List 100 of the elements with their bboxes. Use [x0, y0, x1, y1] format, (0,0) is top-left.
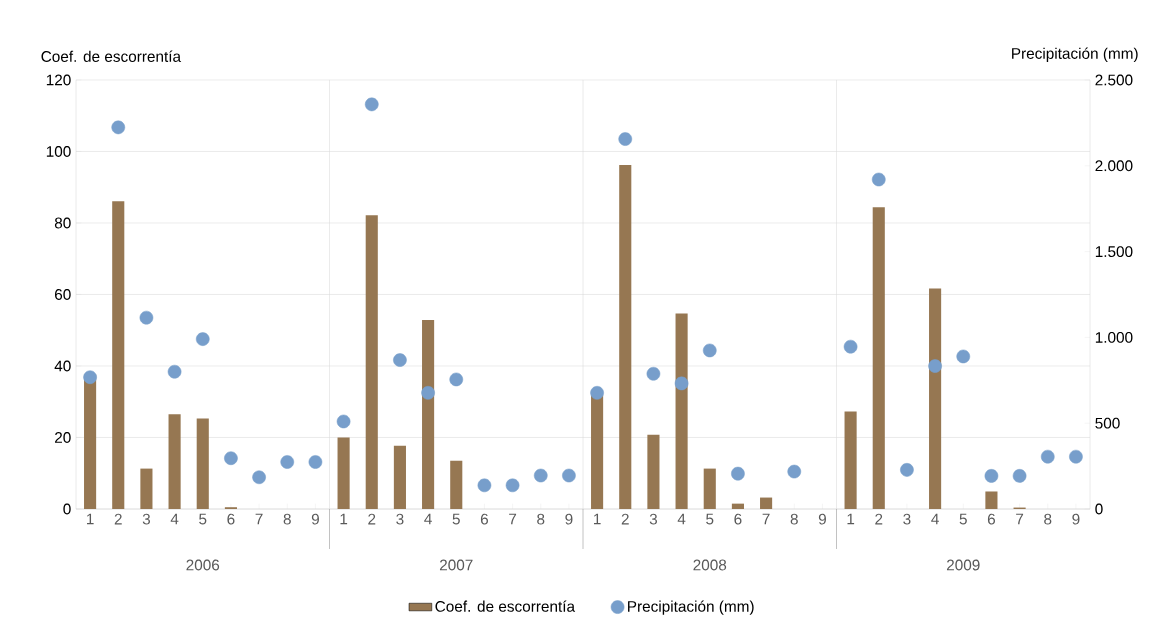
bar: [365, 215, 378, 509]
point: [421, 386, 435, 400]
y-tick-label: 80: [54, 217, 71, 229]
point: [195, 332, 210, 346]
point: [393, 353, 407, 367]
y-tick-label: 60: [55, 289, 71, 300]
bar: [703, 468, 716, 509]
point: [871, 172, 886, 187]
point: [364, 97, 379, 112]
point: [505, 478, 520, 493]
point: [590, 386, 604, 400]
x-tick-label: 9: [311, 513, 319, 525]
y2-tick-label: 1.000: [1095, 331, 1133, 343]
bar: [168, 414, 181, 509]
point: [477, 478, 492, 493]
point: [83, 370, 97, 385]
x-tick-label: 8: [283, 513, 291, 525]
point: [646, 366, 661, 381]
point: [449, 372, 464, 387]
x-tick-label: 3: [903, 513, 911, 525]
bar: [731, 503, 744, 509]
x-tick-label: 3: [396, 513, 404, 525]
bar: [337, 437, 350, 509]
point: [336, 414, 351, 429]
y2-tick-label: 0: [1095, 503, 1103, 515]
y-tick-label: 20: [55, 432, 71, 443]
bar: [619, 165, 632, 509]
bar: [393, 445, 406, 509]
bar: [872, 207, 885, 509]
point: [674, 376, 689, 391]
point: [252, 470, 266, 485]
text: 2009: [946, 559, 980, 571]
y2-tick-label: 2.500: [1095, 74, 1133, 86]
point: [1012, 469, 1027, 483]
x-tick-label: 1: [594, 513, 601, 525]
bar: [450, 460, 463, 509]
point: [900, 463, 914, 477]
x-tick-label: 9: [565, 513, 573, 525]
y2-tick-label: 1.500: [1095, 246, 1133, 258]
bar: [591, 395, 604, 509]
x-tick-label: 6: [227, 513, 235, 525]
point: [928, 359, 942, 373]
x-tick-label: 7: [762, 513, 770, 525]
bar: [196, 418, 209, 509]
x-tick-label: 6: [480, 513, 488, 525]
y2-tick-label: 2.000: [1095, 160, 1133, 172]
point: [111, 120, 126, 135]
point: [843, 339, 858, 354]
x-tick-label: 2: [621, 513, 629, 525]
x-tick-label: 2: [875, 513, 883, 525]
y-axis-title: Coef. de escorrentía: [41, 50, 182, 62]
text: 2008: [693, 559, 727, 571]
point: [224, 451, 238, 466]
x-tick-label: 8: [1044, 513, 1052, 525]
x-tick-label: 3: [649, 513, 657, 525]
point: [731, 466, 745, 481]
x-tick-label: 1: [847, 513, 855, 525]
x-tick-label: 9: [818, 513, 826, 525]
point: [984, 469, 999, 483]
bar: [112, 201, 125, 509]
bar: [647, 434, 660, 509]
x-tick-label: 3: [142, 513, 150, 525]
x-tick-label: 7: [509, 513, 517, 525]
point: [308, 455, 323, 469]
x-tick-label: 4: [170, 513, 179, 525]
bar: [140, 468, 153, 509]
bar: [760, 497, 773, 509]
point: [1040, 449, 1055, 464]
point: [533, 468, 548, 483]
point: [618, 132, 633, 146]
x-tick-label: 7: [255, 513, 263, 525]
point: [562, 468, 576, 483]
point: [702, 343, 717, 358]
x-tick-label: 5: [199, 513, 207, 525]
x-tick-label: 5: [959, 513, 967, 525]
bar: [844, 411, 857, 509]
y-tick-label: 120: [46, 74, 71, 86]
bar: [985, 491, 998, 509]
x-tick-label: 8: [537, 513, 545, 525]
legend-label: Coef. de escorrentía: [435, 600, 576, 612]
x-tick-label: 2: [114, 513, 122, 525]
x-tick-label: 5: [452, 513, 460, 525]
y-tick-label: 0: [63, 503, 71, 515]
x-tick-label: 6: [734, 513, 742, 525]
x-tick-label: 4: [931, 513, 939, 525]
x-tick-label: 4: [677, 513, 686, 525]
point: [280, 455, 295, 469]
bar: [929, 288, 942, 509]
x-tick-label: 8: [790, 513, 798, 525]
y-tick-label: 100: [46, 146, 71, 157]
x-tick-label: 2: [368, 513, 376, 525]
y-tick-label: 40: [54, 360, 71, 372]
x-tick-label: 1: [340, 513, 348, 525]
point: [956, 349, 971, 364]
point: [1069, 449, 1083, 464]
bar: [675, 313, 688, 509]
text: 2006: [186, 559, 220, 571]
x-tick-label: 5: [706, 513, 714, 525]
x-tick-label: 4: [424, 513, 432, 525]
legend-label: Precipitación (mm): [628, 600, 754, 615]
